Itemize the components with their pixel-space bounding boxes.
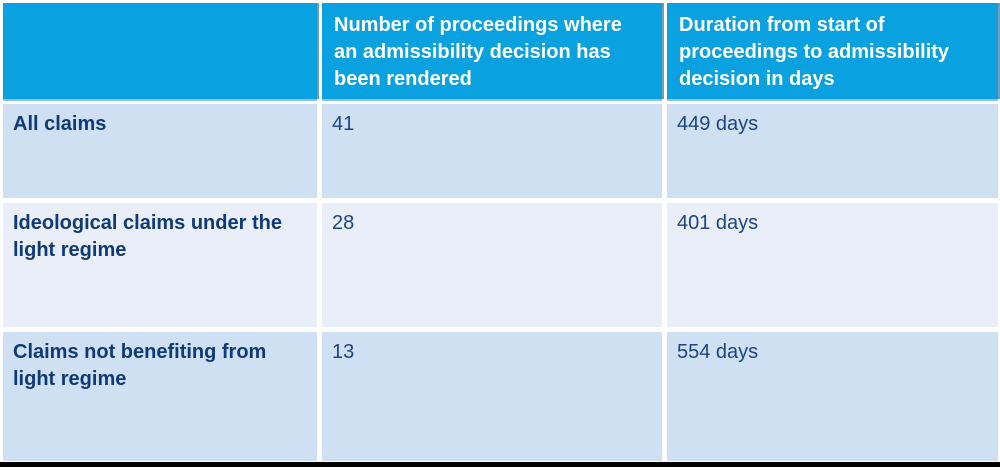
row-count-ideological-claims: 28 xyxy=(322,203,662,327)
header-cell-blank xyxy=(3,3,317,99)
row-count-non-light-regime-claims: 13 xyxy=(322,332,662,461)
row-duration-non-light-regime-claims: 554 days xyxy=(667,332,998,461)
row-count-all-claims: 41 xyxy=(322,104,662,198)
row-duration-all-claims: 449 days xyxy=(667,104,998,198)
header-cell-proceedings-count: Number of proceedings where an admissibi… xyxy=(322,3,662,99)
admissibility-table: Number of proceedings where an admissibi… xyxy=(3,3,998,461)
row-label-all-claims: All claims xyxy=(3,104,317,198)
bottom-border-line xyxy=(0,462,1000,467)
row-label-non-light-regime-claims: Claims not benefiting from light regime xyxy=(3,332,317,461)
header-cell-duration: Duration from start of proceedings to ad… xyxy=(667,3,998,99)
row-duration-ideological-claims: 401 days xyxy=(667,203,998,327)
row-label-ideological-claims: Ideological claims under the light regim… xyxy=(3,203,317,327)
